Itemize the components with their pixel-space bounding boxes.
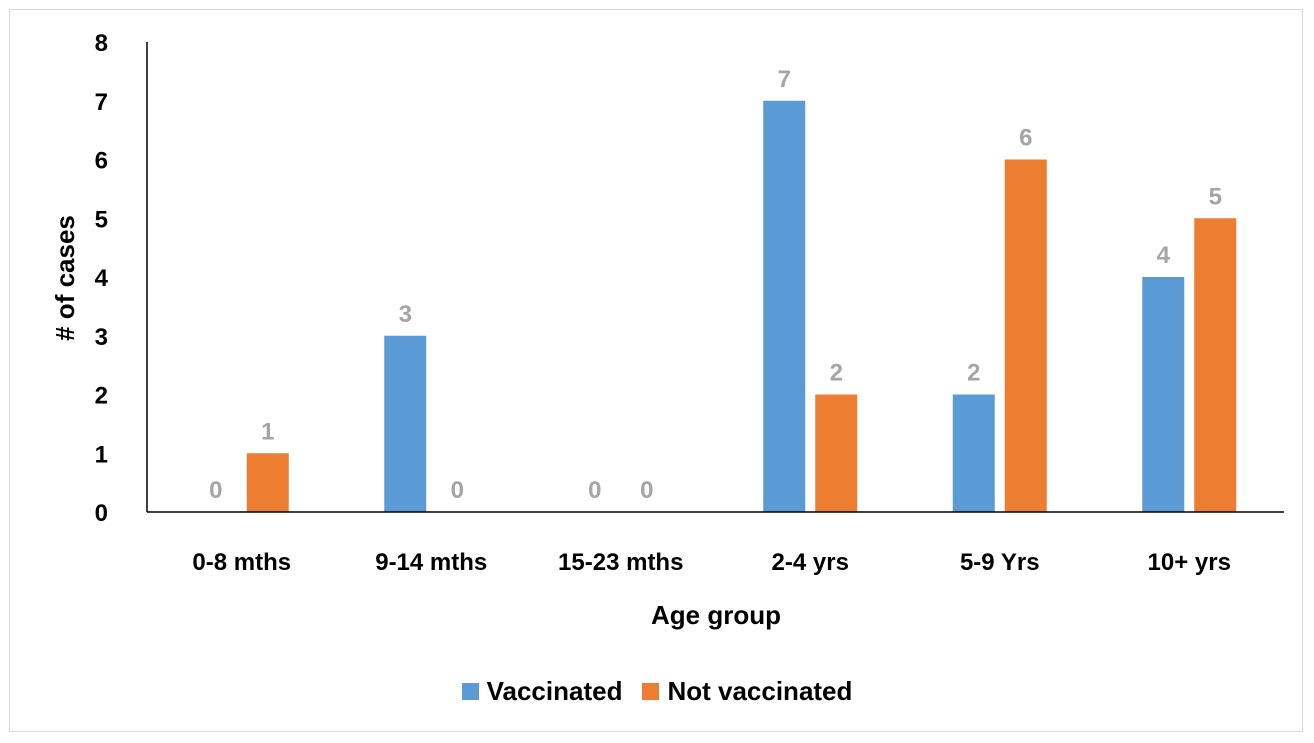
data-label: 7 xyxy=(778,66,791,93)
y-tick-label: 1 xyxy=(95,441,108,468)
y-axis-ticks: 0 1 2 3 4 5 6 7 8 xyxy=(95,30,109,527)
x-axis-ticks: 0-8 mths 9-14 mths 15-23 mths 2-4 yrs 5-9 Yr… xyxy=(192,549,1231,576)
bar xyxy=(1194,218,1237,512)
legend-item-not-vaccinated: Not vaccinated xyxy=(642,676,852,707)
y-tick-label: 3 xyxy=(95,324,108,351)
legend: Vaccinated Not vaccinated xyxy=(0,676,1314,707)
y-tick-label: 6 xyxy=(95,148,108,175)
x-tick-label: 9-14 mths xyxy=(375,549,487,576)
x-tick-label: 5-9 Yrs xyxy=(960,549,1040,576)
x-tick-label: 2-4 yrs xyxy=(772,549,849,576)
bar xyxy=(763,100,806,512)
y-tick-label: 5 xyxy=(95,206,108,233)
x-tick-label: 15-23 mths xyxy=(558,549,683,576)
legend-label-not-vaccinated: Not vaccinated xyxy=(667,676,853,706)
x-tick-label: 10+ yrs xyxy=(1148,549,1231,576)
data-label: 6 xyxy=(1019,125,1032,152)
data-label: 3 xyxy=(399,301,412,328)
data-label: 5 xyxy=(1209,183,1222,210)
bar xyxy=(1004,159,1047,512)
data-label: 4 xyxy=(1157,242,1171,269)
legend-label-vaccinated: Vaccinated xyxy=(486,676,623,706)
bar xyxy=(952,394,995,512)
y-tick-label: 0 xyxy=(95,500,108,527)
bar xyxy=(246,453,289,512)
y-tick-label: 7 xyxy=(95,89,108,116)
x-tick-label: 0-8 mths xyxy=(192,549,291,576)
chart-frame xyxy=(9,9,1303,732)
data-label: 0 xyxy=(640,477,653,504)
data-label: 2 xyxy=(830,360,843,387)
data-label: 0 xyxy=(209,477,222,504)
legend-swatch-not-vaccinated xyxy=(642,683,660,700)
y-tick-label: 2 xyxy=(95,383,108,410)
bar xyxy=(384,335,427,512)
data-label: 0 xyxy=(451,477,464,504)
data-labels: 0 1 3 0 0 0 7 2 2 6 4 5 xyxy=(209,66,1222,504)
x-axis-title: Age group xyxy=(651,600,781,630)
bars xyxy=(246,100,1237,512)
legend-item-vaccinated: Vaccinated xyxy=(461,676,623,707)
y-tick-label: 8 xyxy=(95,30,108,57)
data-label: 0 xyxy=(588,477,601,504)
bar xyxy=(1142,277,1185,512)
legend-swatch-vaccinated xyxy=(461,683,479,700)
data-label: 2 xyxy=(967,360,980,387)
bar xyxy=(815,394,858,512)
data-label: 1 xyxy=(261,418,274,445)
y-tick-label: 4 xyxy=(95,265,109,292)
y-axis-title: # of cases xyxy=(50,215,80,341)
